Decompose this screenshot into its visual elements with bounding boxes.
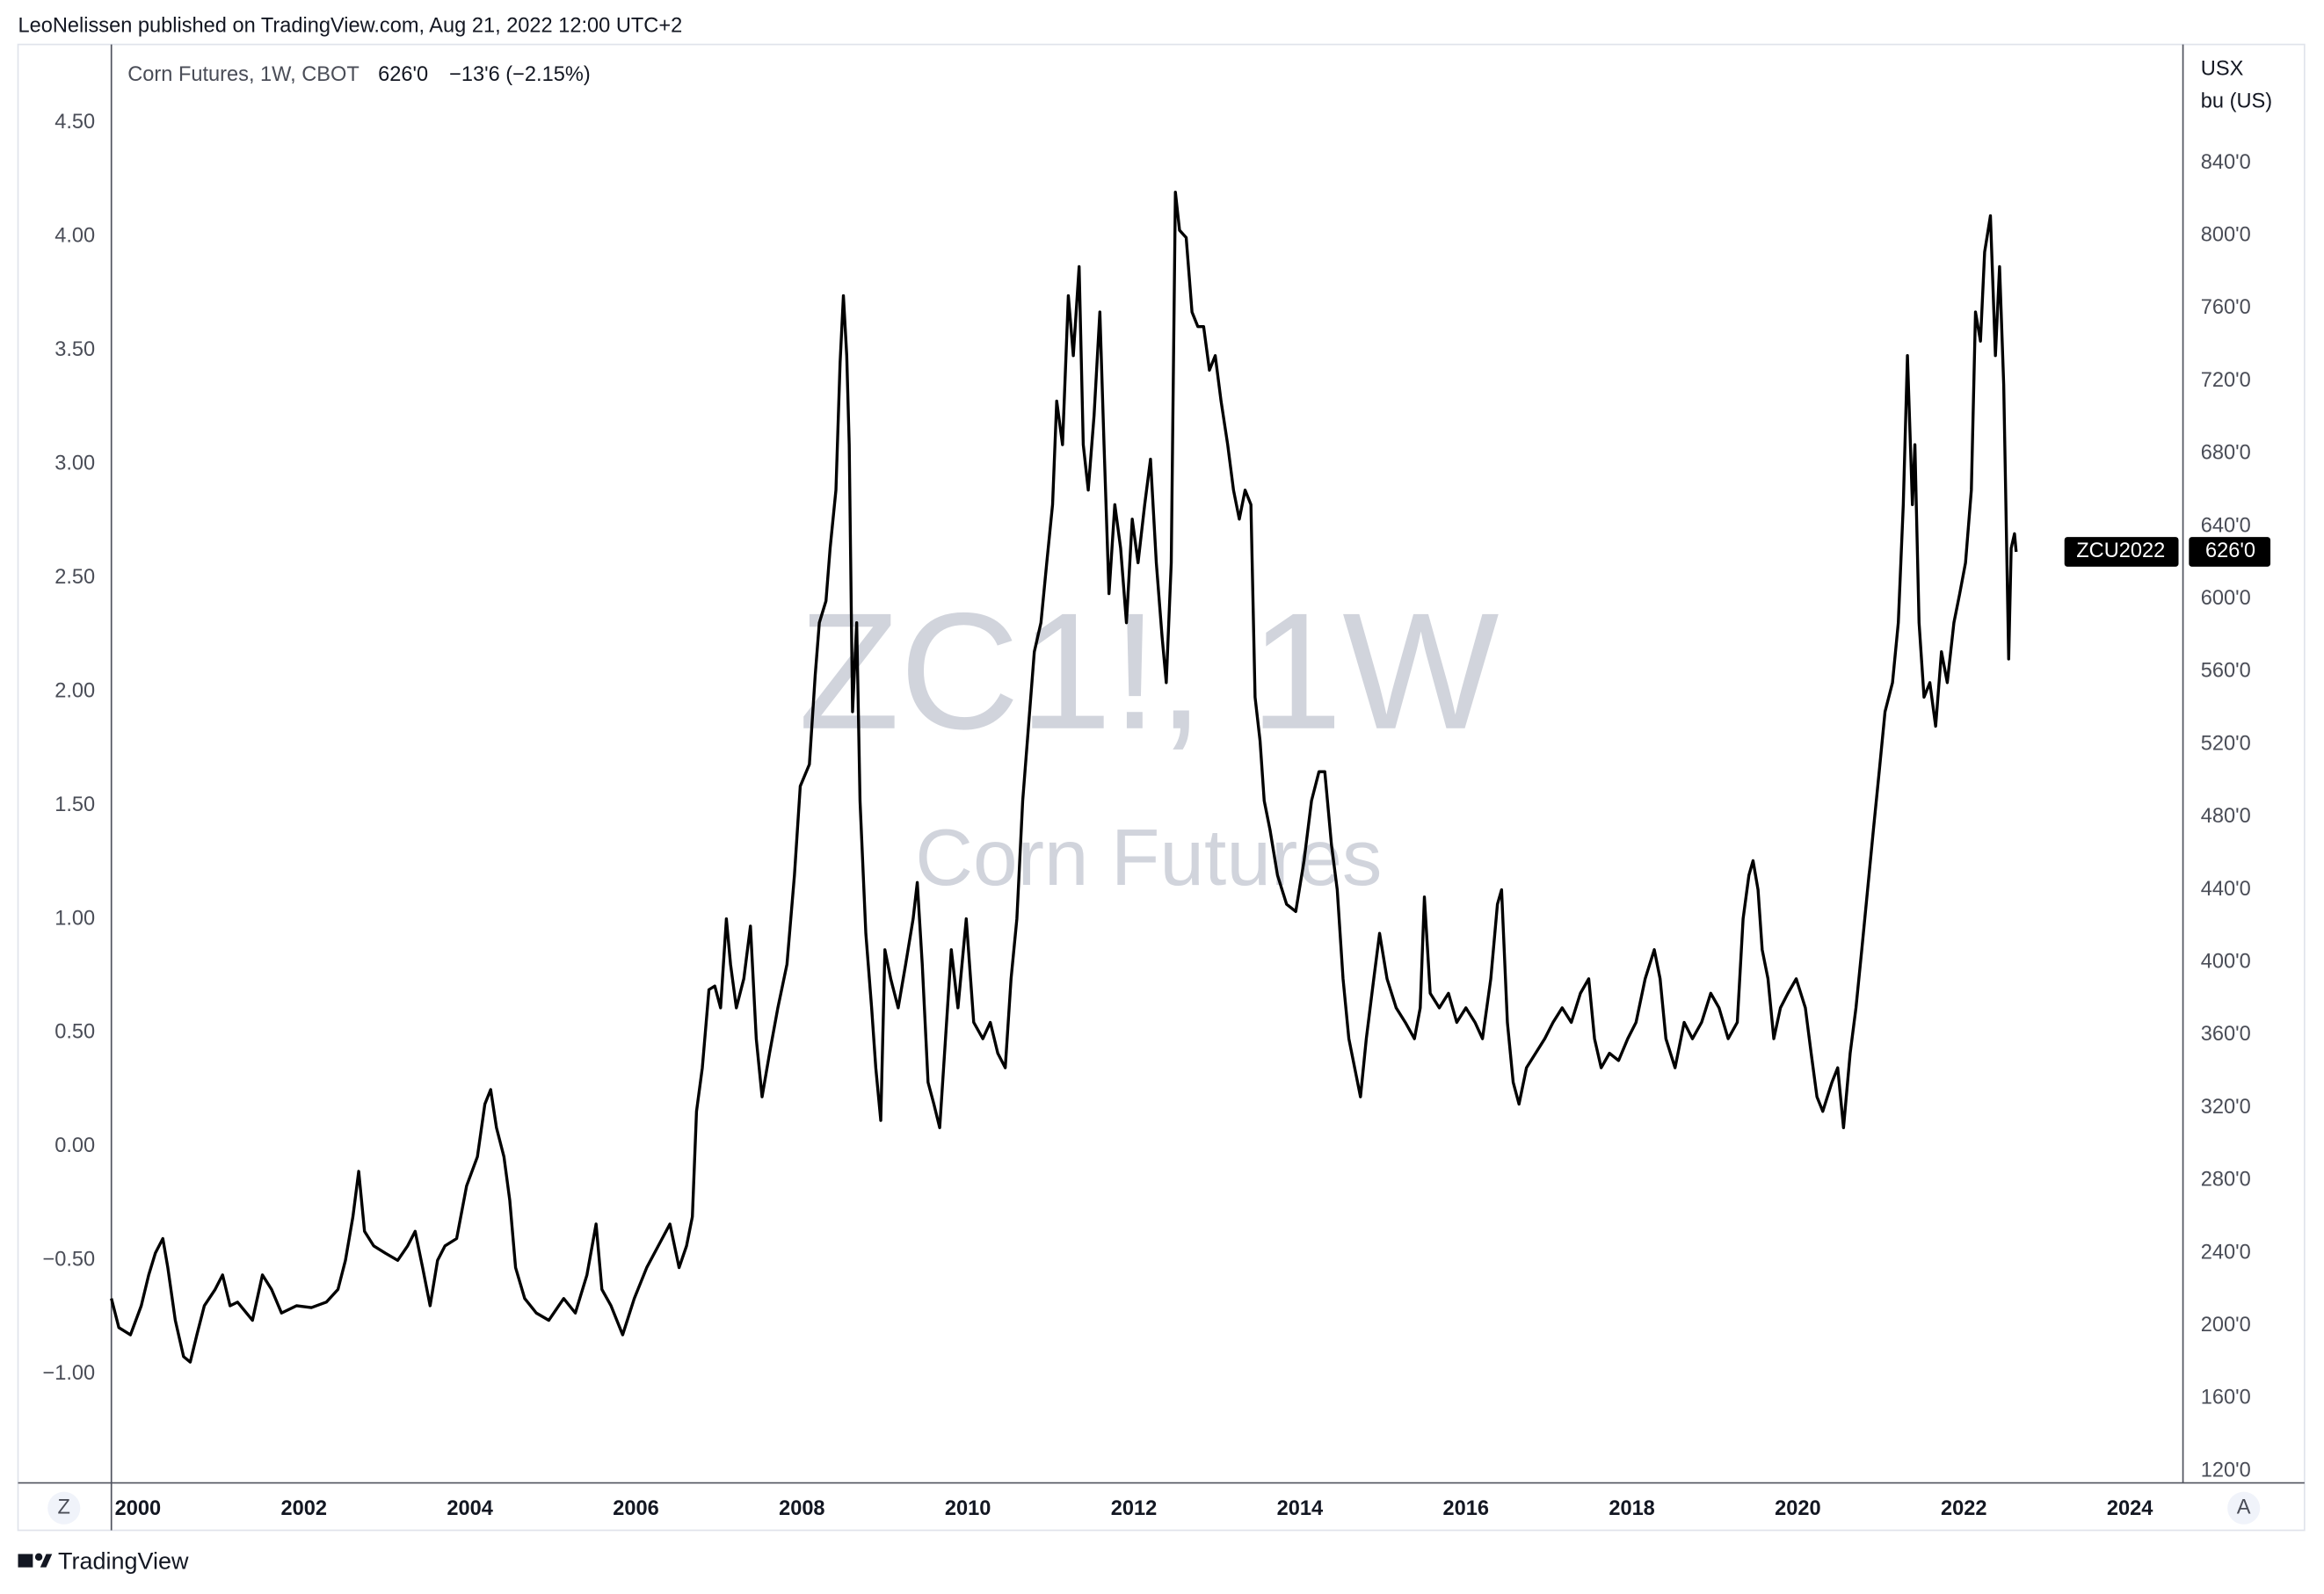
y-tick-label: 280'0: [2201, 1169, 2251, 1192]
y-tick-label: 320'0: [2201, 1096, 2251, 1119]
x-tick-label: 2016: [1442, 1497, 1489, 1520]
y2-tick-label: 4.00: [54, 225, 95, 248]
x-tick-label: 2002: [281, 1497, 328, 1520]
brand-logo: [18, 1554, 33, 1568]
y2-tick-label: −1.00: [42, 1362, 95, 1385]
x-tick-label: 2024: [2107, 1497, 2153, 1520]
y-tick-label: 120'0: [2201, 1459, 2251, 1482]
publisher-line: LeoNelissen published on TradingView.com…: [18, 15, 683, 38]
x-tick-label: 2006: [613, 1497, 658, 1520]
x-tick-label: 2000: [115, 1497, 162, 1520]
y-tick-label: 600'0: [2201, 587, 2251, 610]
auto-scale-label[interactable]: A: [2237, 1496, 2251, 1518]
symbol-badge-label: ZCU2022: [2076, 540, 2165, 562]
y-tick-label: 520'0: [2201, 732, 2251, 755]
watermark-name: Corn Futures: [915, 814, 1382, 902]
y-tick-label: 160'0: [2201, 1387, 2251, 1409]
x-tick-label: 2010: [945, 1497, 991, 1520]
y-tick-label: 560'0: [2201, 660, 2251, 683]
price-badge-label: 626'0: [2205, 540, 2255, 562]
y-tick-label: 240'0: [2201, 1241, 2251, 1264]
y-tick-label: 360'0: [2201, 1023, 2251, 1046]
price-badge: [2189, 537, 2271, 567]
y-tick-label: 400'0: [2201, 950, 2251, 973]
watermark-symbol: ZC1!, 1W: [798, 579, 1499, 764]
legend-change: −13'6 (−2.15%): [449, 63, 591, 86]
y2-tick-label: 3.50: [54, 338, 95, 361]
y-tick-label: 200'0: [2201, 1314, 2251, 1337]
y-tick-label: 720'0: [2201, 369, 2251, 392]
time-button[interactable]: [47, 1491, 81, 1525]
brand-logo: [34, 1553, 43, 1561]
y2-tick-label: 1.00: [54, 907, 95, 930]
x-tick-label: 2004: [447, 1497, 493, 1520]
y2-tick-label: −0.50: [42, 1249, 95, 1272]
y2-tick-label: 0.50: [54, 1021, 95, 1044]
y-axis-unit: bu (US): [2201, 91, 2272, 113]
y-tick-label: 760'0: [2201, 296, 2251, 319]
y2-tick-label: 4.50: [54, 111, 95, 134]
x-tick-label: 2020: [1775, 1497, 1821, 1520]
y-tick-label: 840'0: [2201, 151, 2251, 174]
y-tick-label: 640'0: [2201, 514, 2251, 537]
price-line: [110, 190, 2018, 1364]
brand-logo: [40, 1554, 53, 1568]
x-tick-label: 2014: [1277, 1497, 1323, 1520]
y-tick-label: 680'0: [2201, 442, 2251, 465]
chart-frame: [17, 43, 2306, 1532]
brand: TradingView: [18, 1548, 189, 1575]
y2-tick-label: 1.50: [54, 793, 95, 816]
y-axis-unit: USX: [2201, 57, 2244, 80]
y2-tick-label: 0.00: [54, 1134, 95, 1157]
y-tick-label: 440'0: [2201, 878, 2251, 901]
x-tick-label: 2008: [779, 1497, 825, 1520]
brand-name: TradingView: [58, 1548, 189, 1575]
y2-tick-label: 2.50: [54, 566, 95, 589]
y2-tick-label: 2.00: [54, 679, 95, 702]
y-tick-label: 800'0: [2201, 224, 2251, 247]
symbol-badge: [2064, 537, 2179, 567]
time-button-label[interactable]: Z: [58, 1496, 70, 1518]
legend-price: 626'0: [378, 63, 428, 86]
legend-title: Corn Futures, 1W, CBOT: [127, 63, 359, 86]
y2-tick-label: 3.00: [54, 452, 95, 475]
x-tick-label: 2022: [1941, 1497, 1987, 1520]
x-tick-label: 2018: [1609, 1497, 1655, 1520]
auto-scale-button[interactable]: [2227, 1491, 2261, 1525]
y-tick-label: 480'0: [2201, 805, 2251, 828]
x-tick-label: 2012: [1111, 1497, 1158, 1520]
